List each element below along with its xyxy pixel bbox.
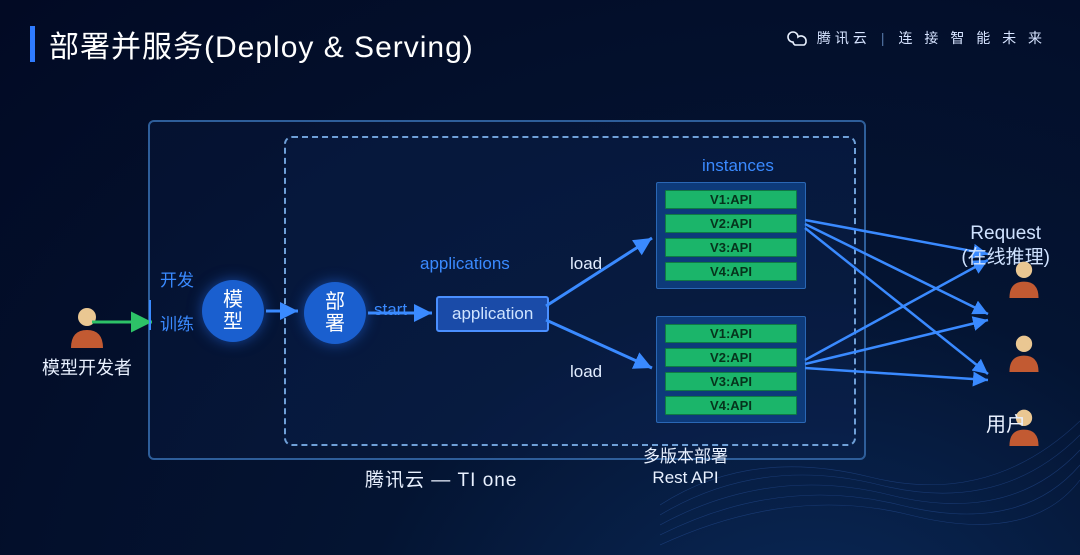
api-bar: V4:API	[665, 262, 797, 281]
api-bar: V3:API	[665, 372, 797, 391]
dev-label: 开发	[160, 266, 194, 291]
api-bar: V2:API	[665, 348, 797, 367]
serving-container: 多版本部署 Rest API 部 署 start applications ap…	[284, 136, 856, 446]
platform-container: 腾讯云 — TI one 模 型 开发 训练 多版本部署 Rest API 部 …	[148, 120, 866, 460]
user-icon	[1004, 332, 1044, 372]
applications-label: applications	[420, 254, 510, 274]
user-icon	[1004, 258, 1044, 298]
brand-block: 腾讯云 | 连 接 智 能 未 来	[787, 28, 1046, 48]
api-bar: V3:API	[665, 238, 797, 257]
api-bar: V1:API	[665, 190, 797, 209]
model-node: 模 型	[202, 280, 264, 342]
title-text: 部署并服务(Deploy & Serving)	[49, 22, 474, 66]
developer-block: 模型开发者	[42, 304, 132, 380]
api-bar: V4:API	[665, 396, 797, 415]
instance-group-1: V1:API V2:API V3:API V4:API	[656, 182, 806, 289]
instances-label: instances	[702, 156, 774, 176]
train-label: 训练	[160, 310, 194, 335]
user-label: 用户	[986, 408, 1026, 437]
inner-caption-l2: Rest API	[652, 468, 718, 487]
title-accent-bar	[30, 26, 35, 62]
instance-group-2: V1:API V2:API V3:API V4:API	[656, 316, 806, 423]
slide-title: 部署并服务(Deploy & Serving)	[30, 22, 474, 66]
model-node-label: 模 型	[223, 289, 243, 333]
inner-caption: 多版本部署 Rest API	[643, 447, 728, 488]
request-label-l1: Request	[970, 223, 1041, 244]
brand-separator: |	[881, 30, 889, 46]
outer-caption: 腾讯云 — TI one	[365, 465, 517, 492]
developer-label: 模型开发者	[42, 354, 132, 380]
load-label-2: load	[570, 362, 602, 382]
deploy-node: 部 署	[304, 282, 366, 344]
api-bar: V2:API	[665, 214, 797, 233]
start-label: start	[374, 300, 407, 320]
application-node: application	[436, 296, 549, 332]
load-label-1: load	[570, 254, 602, 274]
inner-caption-l1: 多版本部署	[643, 447, 728, 466]
deploy-node-label: 部 署	[325, 291, 345, 335]
tencent-cloud-logo-icon	[787, 29, 811, 47]
application-node-label: application	[452, 304, 533, 323]
api-bar: V1:API	[665, 324, 797, 343]
brand-slogan: 连 接 智 能 未 来	[899, 28, 1046, 48]
brand-name: 腾讯云	[817, 28, 871, 48]
person-icon	[65, 304, 109, 348]
